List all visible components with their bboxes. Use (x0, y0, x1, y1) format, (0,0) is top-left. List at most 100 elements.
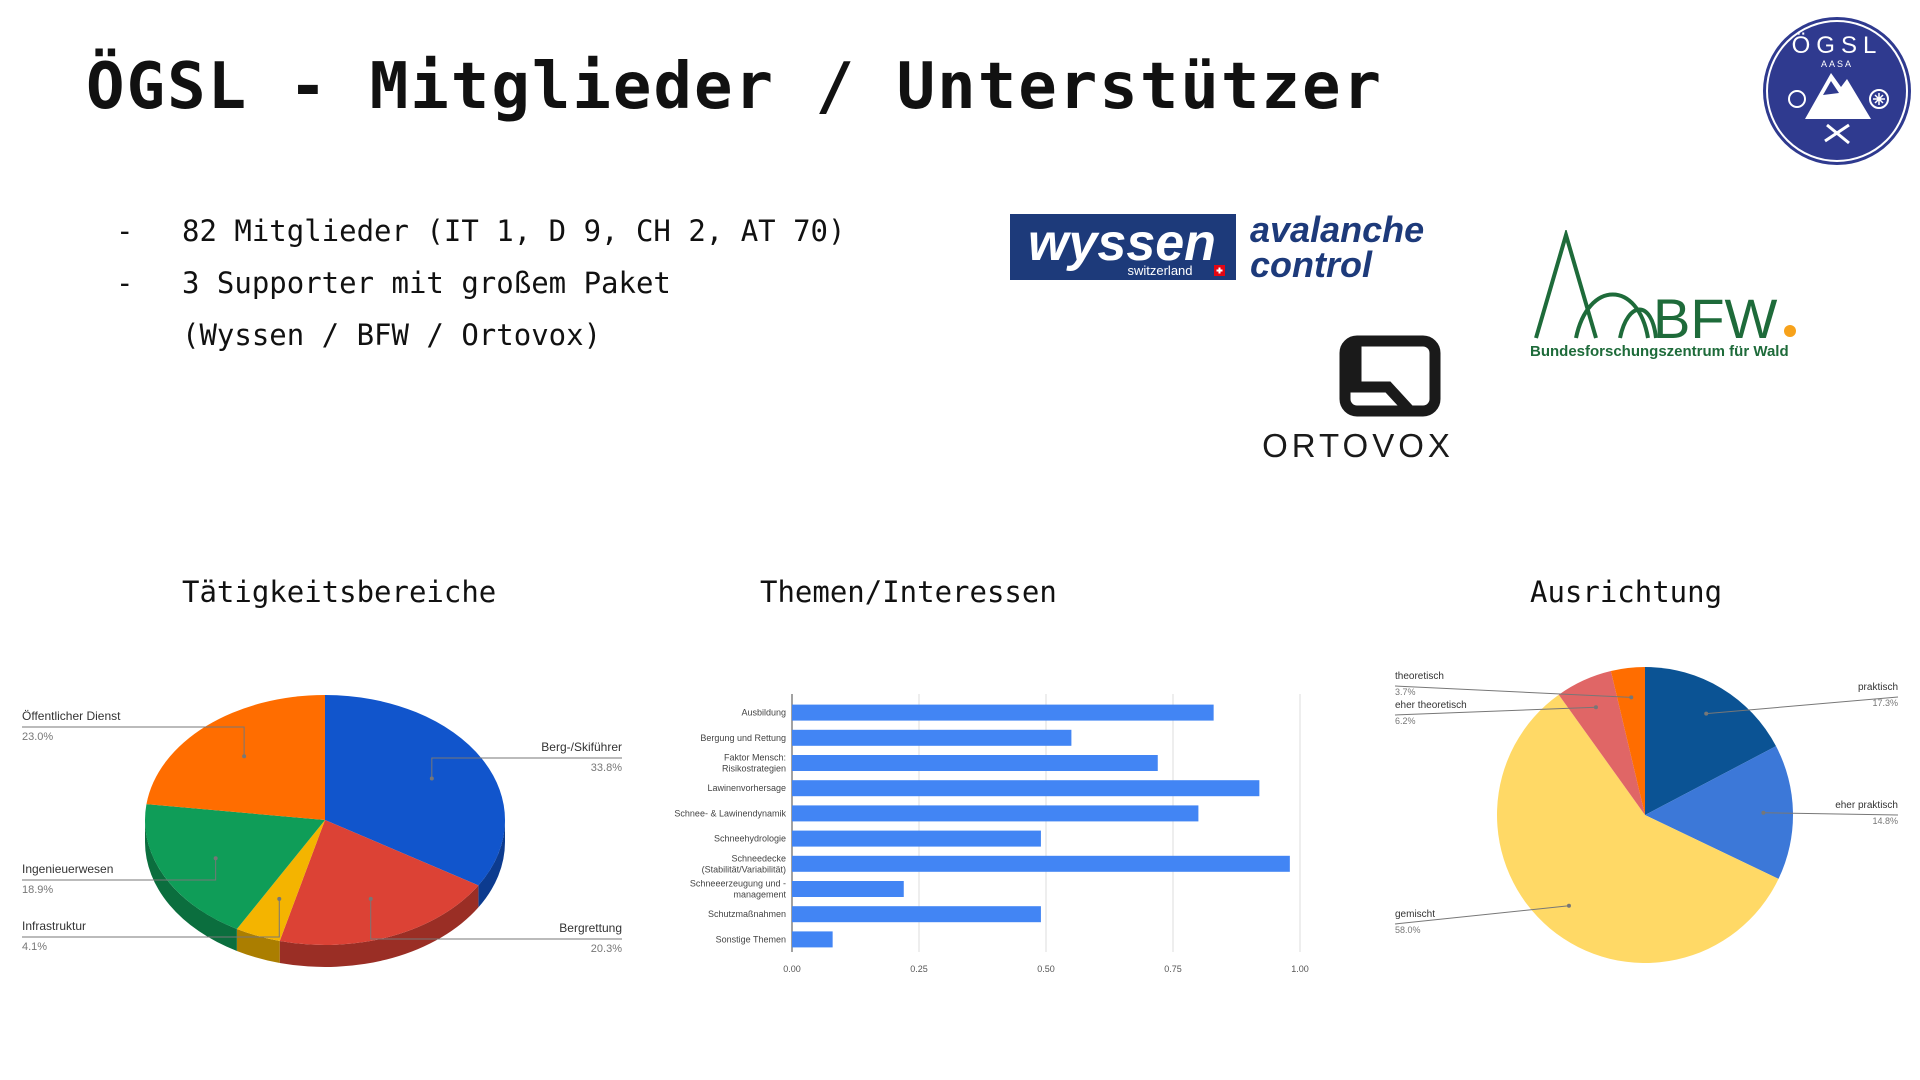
bar (792, 881, 904, 897)
bullet-continuation: (Wyssen / BFW / Ortovox) (182, 318, 602, 352)
wyssen-sub: switzerland (1127, 263, 1192, 278)
bar (792, 931, 833, 948)
pie-leader-line (22, 726, 245, 757)
snowflake-icon (1869, 89, 1889, 109)
mountain-icon (1805, 73, 1871, 119)
bar-chart-themen: 0.00 0.25 0.50 0.75 1.00 Ausbildung Bergung un… (674, 694, 1309, 974)
pie-leader-line (1394, 706, 1596, 716)
oegsl-badge: ÖGSL AASA (1761, 15, 1913, 167)
tools-icon (1824, 123, 1850, 145)
pie-slice (144, 804, 325, 929)
bar (792, 704, 1214, 721)
pie-slice (146, 695, 325, 820)
bfw-logo: BFW Bundesforschungszentrum für Wald (1528, 227, 1808, 360)
pie-label: Berg-/Skiführer (541, 740, 622, 754)
ortovox-logo: ORTOVOX (1238, 335, 1478, 464)
pie-slice (1610, 667, 1645, 815)
category-label: Bergung und Rettung (700, 733, 786, 743)
chart-title-themen: Themen/Interessen (760, 575, 1057, 609)
chart-title-taetigkeit: Tätigkeitsbereiche (182, 575, 497, 609)
pie-slice (1645, 667, 1777, 815)
category-label: Schneehydrologie (714, 834, 786, 844)
bfw-subtitle: Bundesforschungszentrum für Wald (1530, 343, 1789, 360)
wyssen-wordmark: wyssen (1028, 214, 1216, 272)
pie-slice (1558, 670, 1645, 815)
bar (792, 755, 1158, 771)
pie-label: Infrastruktur (22, 919, 86, 933)
bar (792, 805, 1199, 822)
x-tick-label: 0.50 (1037, 964, 1055, 974)
bfw-tree-icon (1534, 227, 1658, 339)
bar (792, 830, 1041, 847)
pie-value-label: 58.0% (1395, 925, 1421, 935)
pie-value-label: 4.1% (22, 941, 47, 953)
pie-value-label: 23.0% (22, 731, 53, 743)
wyssen-logo: wyssen switzerland avalanche control (1010, 209, 1460, 287)
bullet-dash: - (116, 266, 134, 300)
category-label: Lawinenvorhersage (707, 783, 786, 793)
pie-label: eher praktisch (1835, 800, 1898, 811)
pie-label: theoretisch (1395, 671, 1444, 682)
x-tick-label: 0.25 (910, 964, 928, 974)
bar (792, 855, 1290, 872)
pie-label: Ingenieuerwesen (22, 862, 113, 876)
category-label: Sonstige Themen (716, 934, 786, 944)
bullet-list: -82 Mitglieder (IT 1, D 9, CH 2, AT 70) … (116, 205, 845, 361)
category-label: Schnee- & Lawinendynamik (674, 808, 786, 818)
pie-leader-line (431, 757, 622, 779)
category-label: Ausbildung (741, 708, 786, 718)
pie-slice-side (279, 885, 479, 967)
pie-leader-line (1394, 905, 1570, 925)
ortovox-symbol-icon (1339, 335, 1441, 417)
pie-slice (236, 820, 325, 941)
category-label: Schneeerzeugung und -management (690, 879, 787, 900)
pie-value-label: 33.8% (591, 762, 622, 774)
oegsl-badge-sub: AASA (1821, 59, 1853, 69)
pie-slice (279, 820, 479, 945)
pie-slice (325, 695, 506, 886)
x-tick-label: 1.00 (1291, 964, 1309, 974)
pie-leader-line (1763, 812, 1899, 816)
pie-label: Bergrettung (559, 921, 622, 935)
slide-title: ÖGSL - Mitglieder / Unterstützer (86, 50, 1383, 124)
bullet-item: - 82 Mitglieder (IT 1, D 9, CH 2, AT 70) (116, 205, 845, 257)
x-tick-label: 0.75 (1164, 964, 1182, 974)
pie-slice-side (145, 820, 237, 951)
x-tick-label: 0.00 (783, 964, 801, 974)
pie-slice (1497, 694, 1779, 963)
pie-leader-line (1706, 696, 1899, 715)
bfw-wordmark: BFW (1653, 287, 1778, 350)
bar (792, 729, 1072, 746)
pie-value-label: 17.3% (1872, 698, 1898, 708)
bullet-text: 82 Mitglieder (IT 1, D 9, CH 2, AT 70) (182, 214, 846, 248)
category-label: Faktor Mensch: Risikostrategien (722, 753, 786, 774)
pie-leader-line (22, 858, 217, 881)
category-label: Schutzmaßnahmen (708, 909, 786, 919)
pie-leader-line (370, 898, 622, 940)
pie-label: gemischt (1395, 909, 1435, 920)
pie-slice (1645, 746, 1793, 879)
gear-icon (1788, 90, 1806, 108)
wyssen-tagline-1: avalanche (1250, 212, 1424, 250)
pie-value-label: 6.2% (1395, 716, 1416, 726)
pie-chart-ausrichtung: praktisch 17.3% eher praktisch 14.8% gemisch… (1394, 667, 1899, 963)
ortovox-wordmark: ORTOVOX (1262, 427, 1454, 460)
pie-slice-side (478, 820, 505, 908)
pie-label: eher theoretisch (1395, 700, 1467, 711)
pie-label: praktisch (1858, 682, 1898, 693)
pie-label: Öffentlicher Dienst (22, 709, 121, 723)
wyssen-tagline-2: control (1250, 244, 1373, 285)
pie-leader-line (1394, 685, 1632, 698)
chart-title-ausrichtung: Ausrichtung (1530, 575, 1723, 609)
pie-leader-line (22, 898, 280, 938)
bullet-dash: - (116, 214, 134, 248)
bar (792, 780, 1260, 797)
pie-value-label: 14.8% (1872, 816, 1898, 826)
bullet-item: - 3 Supporter mit großem Paket (116, 257, 845, 309)
pie-value-label: 3.7% (1395, 687, 1416, 697)
pie-value-label: 20.3% (591, 943, 622, 955)
bar (792, 906, 1041, 923)
oegsl-badge-title: ÖGSL (1792, 32, 1883, 59)
pie-chart-taetigkeit: Berg-/Skiführer 33.8% Bergrettung 20.3% Infr… (22, 695, 622, 967)
bullet-text: 3 Supporter mit großem Paket (182, 266, 671, 300)
